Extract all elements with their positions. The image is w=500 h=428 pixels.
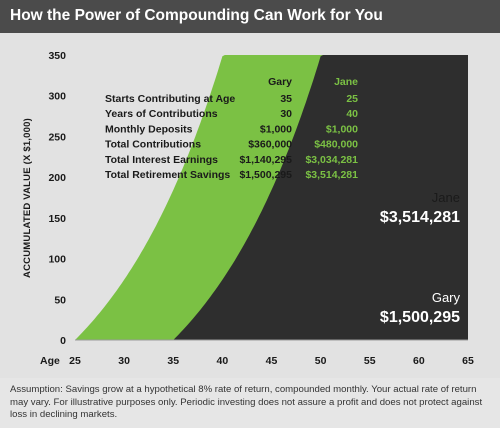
table-cell-jane: $3,514,281	[305, 169, 358, 181]
table-cell-gary: 30	[280, 108, 292, 120]
table-row-label: Total Retirement Savings	[105, 169, 230, 181]
x-tick-label: 45	[266, 355, 278, 367]
table-row-label: Years of Contributions	[105, 108, 218, 120]
compounding-chart: 0 50 100 150 200 250 300 350 Age 25 30 35 40 45 50 55 60…	[22, 50, 474, 367]
y-tick-label: 150	[48, 213, 66, 225]
table-row-label: Monthly Deposits	[105, 123, 193, 135]
table-header-gary: Gary	[268, 76, 292, 88]
table-cell-jane: $480,000	[314, 139, 358, 151]
series-label-gary: Gary	[432, 290, 461, 305]
table-row-label: Total Interest Earnings	[105, 154, 218, 166]
y-tick-label: 350	[48, 50, 66, 62]
table-cell-gary: $1,140,295	[239, 154, 292, 166]
table-cell-gary: 35	[280, 93, 292, 105]
y-tick-label: 50	[54, 294, 66, 306]
table-cell-jane: 25	[346, 93, 358, 105]
y-tick-label: 0	[60, 335, 66, 347]
x-tick-label: 55	[364, 355, 376, 367]
table-row-label: Total Contributions	[105, 139, 201, 151]
x-tick-label: 60	[413, 355, 425, 367]
x-axis-label: Age	[40, 355, 60, 367]
table-cell-jane: 40	[346, 108, 358, 120]
x-tick-label: 40	[217, 355, 229, 367]
table-cell-jane: $3,034,281	[305, 154, 358, 166]
table-row-label: Starts Contributing at Age	[105, 93, 235, 105]
x-tick-label: 35	[167, 355, 179, 367]
y-tick-label: 250	[48, 131, 66, 143]
series-label-jane: Jane	[432, 190, 460, 205]
table-cell-jane: $1,000	[326, 123, 358, 135]
x-tick-label: 30	[118, 355, 130, 367]
title-bar: How the Power of Compounding Can Work fo…	[0, 0, 500, 33]
chart-panel: 0 50 100 150 200 250 300 350 Age 25 30 35 40 45 50 55 60…	[0, 33, 500, 378]
x-tick-label: 25	[69, 355, 81, 367]
y-tick-label: 100	[48, 254, 66, 266]
table-cell-gary: $1,000	[260, 123, 292, 135]
y-axis-title: ACCUMULATED VALUE (X $1,000)	[22, 118, 33, 278]
footnote: Assumption: Savings grow at a hypothetic…	[10, 384, 483, 420]
chart-title: How the Power of Compounding Can Work fo…	[10, 7, 383, 24]
table-header-jane: Jane	[334, 76, 358, 88]
series-area-gary	[75, 55, 468, 340]
y-tick-label: 200	[48, 172, 66, 184]
series-value-jane: $3,514,281	[380, 209, 460, 226]
table-cell-gary: $360,000	[248, 139, 292, 151]
series-value-gary: $1,500,295	[380, 309, 460, 326]
table-cell-gary: $1,500,295	[239, 169, 292, 181]
x-tick-label: 50	[315, 355, 327, 367]
y-tick-label: 300	[48, 91, 66, 103]
x-tick-label: 65	[462, 355, 474, 367]
